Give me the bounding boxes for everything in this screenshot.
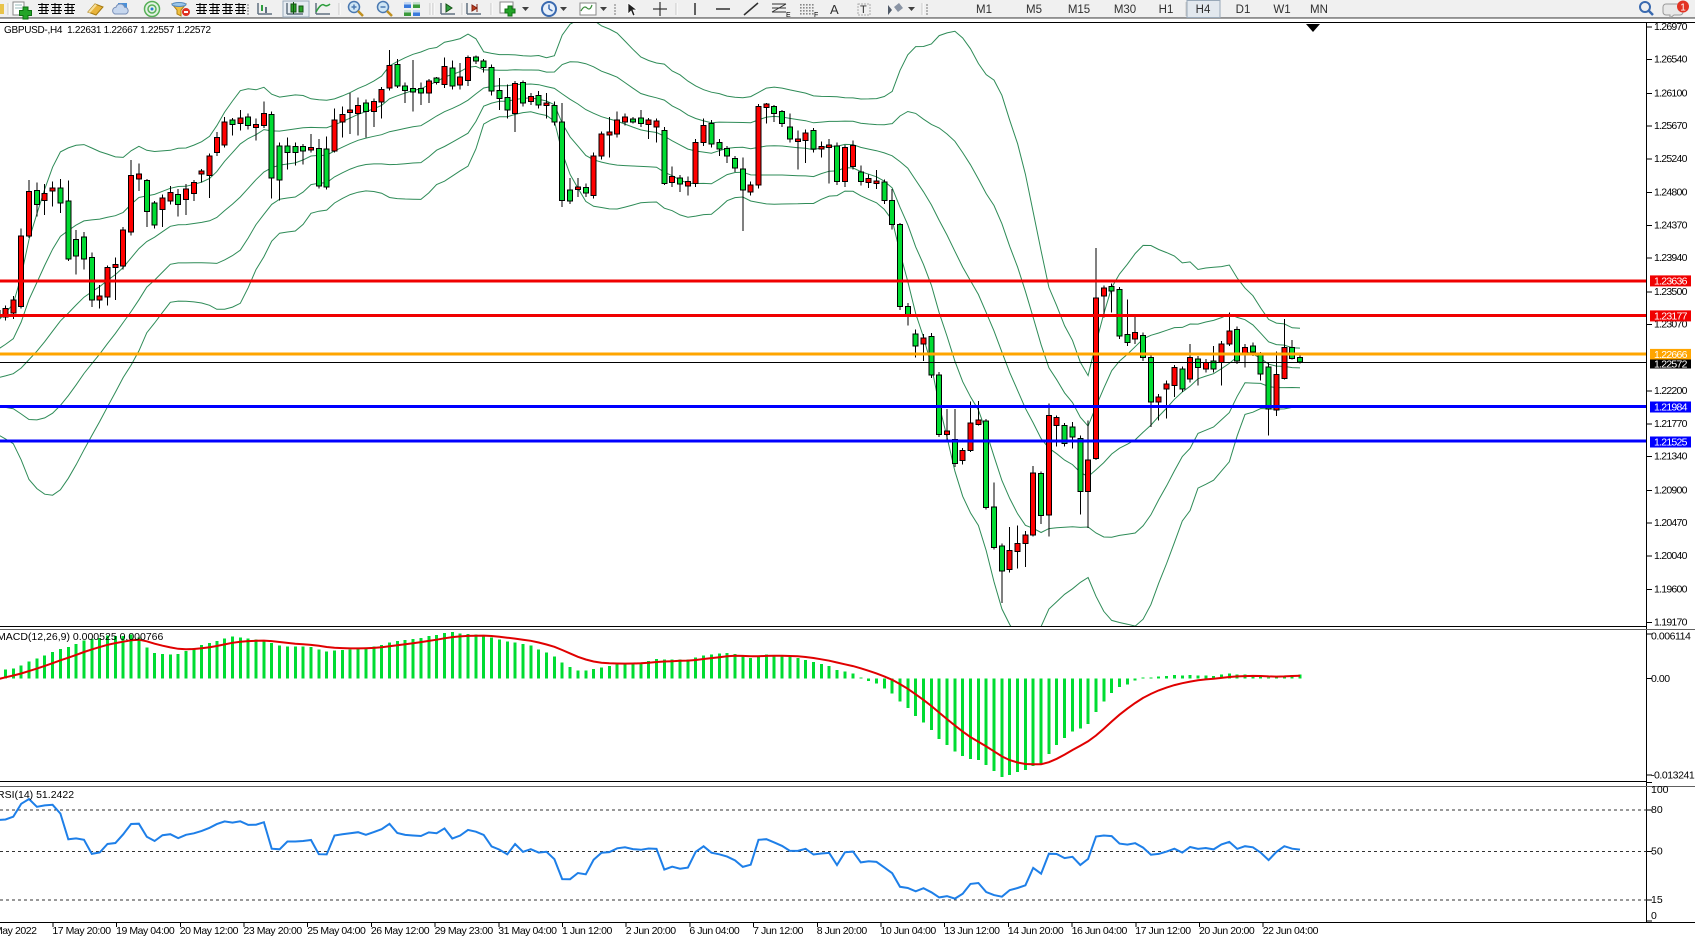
svg-text:1 Jun 12:00: 1 Jun 12:00 — [562, 925, 613, 937]
svg-text:25 May 04:00: 25 May 04:00 — [307, 925, 366, 937]
svg-text:1.26100: 1.26100 — [1654, 87, 1688, 99]
svg-text:14 Jun 20:00: 14 Jun 20:00 — [1008, 925, 1064, 937]
svg-text:1.26540: 1.26540 — [1654, 54, 1688, 66]
svg-text:8 Jun 20:00: 8 Jun 20:00 — [817, 925, 868, 937]
svg-text:20 Jun 20:00: 20 Jun 20:00 — [1199, 925, 1255, 937]
svg-text:1.21770: 1.21770 — [1654, 418, 1688, 430]
svg-text:1.25240: 1.25240 — [1654, 153, 1688, 165]
svg-text:M30: M30 — [1114, 4, 1136, 16]
svg-text:1.24370: 1.24370 — [1654, 219, 1688, 231]
svg-text:1.20900: 1.20900 — [1654, 484, 1688, 496]
svg-text:1.19600: 1.19600 — [1654, 584, 1688, 596]
svg-text:31 May 04:00: 31 May 04:00 — [498, 925, 557, 937]
svg-text:23 May 20:00: 23 May 20:00 — [244, 925, 303, 937]
svg-text:1.22572: 1.22572 — [1654, 359, 1688, 371]
svg-text:1.23177: 1.23177 — [1654, 310, 1688, 322]
svg-text:1.25670: 1.25670 — [1654, 120, 1688, 132]
svg-text:7 Jun 12:00: 7 Jun 12:00 — [753, 925, 804, 937]
svg-text:2 Jun 20:00: 2 Jun 20:00 — [626, 925, 677, 937]
svg-text:6 Jun 04:00: 6 Jun 04:00 — [689, 925, 740, 937]
svg-text:H1: H1 — [1159, 4, 1174, 16]
svg-text:19 May 04:00: 19 May 04:00 — [116, 925, 175, 937]
svg-text:GBPUSD-,H4 1.22631 1.22667 1.: GBPUSD-,H4 1.22631 1.22667 1.22557 1.225… — [4, 25, 211, 36]
svg-text:80: 80 — [1651, 804, 1663, 816]
svg-text:-0.013241: -0.013241 — [1651, 769, 1695, 781]
svg-text:F: F — [814, 12, 818, 19]
svg-text:26 May 12:00: 26 May 12:00 — [371, 925, 430, 937]
svg-text:1.22200: 1.22200 — [1654, 385, 1688, 397]
svg-text:16 Jun 04:00: 16 Jun 04:00 — [1072, 925, 1128, 937]
svg-text:1.20040: 1.20040 — [1654, 550, 1688, 562]
svg-text:1.23636: 1.23636 — [1654, 275, 1688, 287]
svg-text:100: 100 — [1651, 784, 1669, 796]
svg-text:W1: W1 — [1273, 4, 1290, 16]
svg-text:1.26970: 1.26970 — [1654, 21, 1688, 33]
svg-text:17 Jun 12:00: 17 Jun 12:00 — [1135, 925, 1191, 937]
svg-text:10 Jun 04:00: 10 Jun 04:00 — [881, 925, 937, 937]
svg-text:1.23940: 1.23940 — [1654, 252, 1688, 264]
svg-text:1.22666: 1.22666 — [1654, 349, 1688, 361]
svg-text:1.23070: 1.23070 — [1654, 319, 1688, 331]
svg-text:20 May 12:00: 20 May 12:00 — [180, 925, 239, 937]
svg-text:M15: M15 — [1068, 4, 1090, 16]
svg-text:29 May 23:00: 29 May 23:00 — [435, 925, 494, 937]
svg-text:22 Jun 04:00: 22 Jun 04:00 — [1263, 925, 1319, 937]
svg-text:1.23500: 1.23500 — [1654, 286, 1688, 298]
svg-text:M5: M5 — [1026, 4, 1042, 16]
svg-text:D1: D1 — [1236, 4, 1251, 16]
svg-text:1.21340: 1.21340 — [1654, 451, 1688, 463]
svg-text:T: T — [860, 4, 867, 16]
svg-text:15: 15 — [1651, 894, 1663, 906]
svg-text:MACD(12,26,9) 0.000525 0.00076: MACD(12,26,9) 0.000525 0.000766 — [0, 631, 164, 643]
svg-text:0.00: 0.00 — [1651, 673, 1670, 685]
svg-text:A: A — [830, 2, 839, 17]
svg-text:May 2022: May 2022 — [0, 925, 37, 937]
svg-text:1.19170: 1.19170 — [1654, 616, 1688, 628]
svg-text:17 May 20:00: 17 May 20:00 — [52, 925, 111, 937]
svg-text:1.21525: 1.21525 — [1654, 437, 1688, 449]
svg-text:1.21984: 1.21984 — [1654, 402, 1688, 414]
svg-text:0.006114: 0.006114 — [1651, 631, 1691, 643]
svg-text:M1: M1 — [976, 4, 992, 16]
svg-text:E: E — [786, 12, 791, 19]
svg-text:0: 0 — [1651, 910, 1657, 922]
svg-text:MN: MN — [1310, 4, 1328, 16]
svg-text:50: 50 — [1651, 846, 1663, 858]
svg-text:1.24800: 1.24800 — [1654, 187, 1688, 199]
svg-text:13 Jun 12:00: 13 Jun 12:00 — [944, 925, 1000, 937]
svg-text:1.20470: 1.20470 — [1654, 517, 1688, 529]
svg-text:1: 1 — [1680, 3, 1686, 14]
svg-text:RSI(14) 51.2422: RSI(14) 51.2422 — [0, 789, 74, 801]
svg-text:H4: H4 — [1196, 4, 1211, 16]
